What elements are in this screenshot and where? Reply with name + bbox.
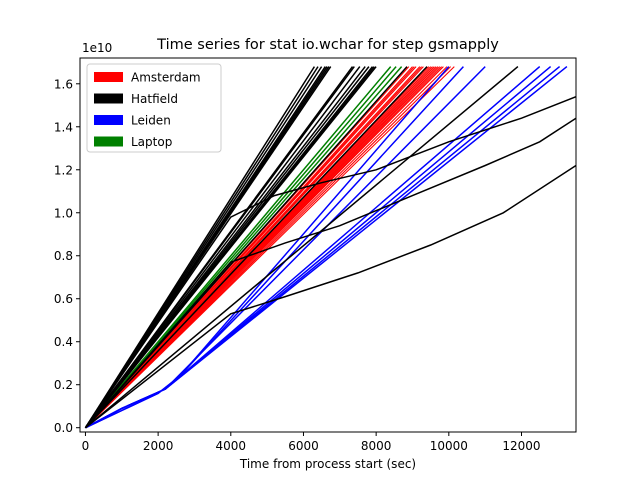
x-tick-label: 0 [82,439,90,453]
y-tick-label: 0.6 [54,292,73,306]
series-line-amsterdam-14 [85,66,455,429]
axes-frame [79,57,577,433]
series-lines [84,66,576,429]
series-line-hatfield-19 [84,96,576,429]
series-line-amsterdam-17 [85,66,415,429]
y-tick-label: 0.4 [54,335,73,349]
series-line-leiden-2 [85,66,464,429]
chart-title: Time series for stat io.wchar for step g… [156,37,499,53]
series-hatfield [84,66,576,429]
x-tick-label: 12000 [502,439,540,453]
legend-swatch-laptop [94,136,123,147]
series-line-hatfield-20 [84,117,576,429]
series-line-hatfield-17 [84,66,428,429]
series-line-hatfield-15 [84,66,377,429]
x-tick-label: 6000 [288,439,319,453]
legend-swatch-leiden [94,115,123,125]
y-tick-label: 1.4 [54,120,73,134]
y-tick-label: 0.0 [54,421,73,435]
series-line-amsterdam-19 [85,66,441,429]
y-axis-scale-note: 1e10 [82,41,112,55]
legend-swatch-hatfield [94,93,123,104]
x-tick-label: 8000 [361,439,392,453]
y-tick-label: 0.2 [54,378,73,392]
legend: Amsterdam Hatfield Leiden Laptop [86,63,222,153]
legend-box [86,63,222,153]
y-tick-label: 1.6 [54,77,73,91]
y-tick-label: 1.2 [54,163,73,177]
legend-label-leiden: Leiden [131,114,171,128]
legend-label-hatfield: Hatfield [131,92,178,106]
x-tick-label: 10000 [430,439,468,453]
series-leiden [85,66,568,429]
x-tick-label: 2000 [143,439,174,453]
series-line-leiden-7 [85,66,568,429]
legend-label-laptop: Laptop [131,135,172,149]
legend-swatch-amsterdam [94,72,123,82]
y-tick-label: 0.8 [54,249,73,263]
series-line-hatfield-18 [85,66,519,429]
x-axis-label: Time from process start (sec) [239,457,416,471]
x-tick-label: 4000 [216,439,247,453]
y-tick-label: 1.0 [54,206,73,220]
axes: 0 2000 4000 6000 8000 10000 12000 0.0 0.2 0.4 0.6 0… [54,57,577,453]
legend-label-amsterdam: Amsterdam [131,71,201,85]
series-line-hatfield-21 [85,164,576,429]
